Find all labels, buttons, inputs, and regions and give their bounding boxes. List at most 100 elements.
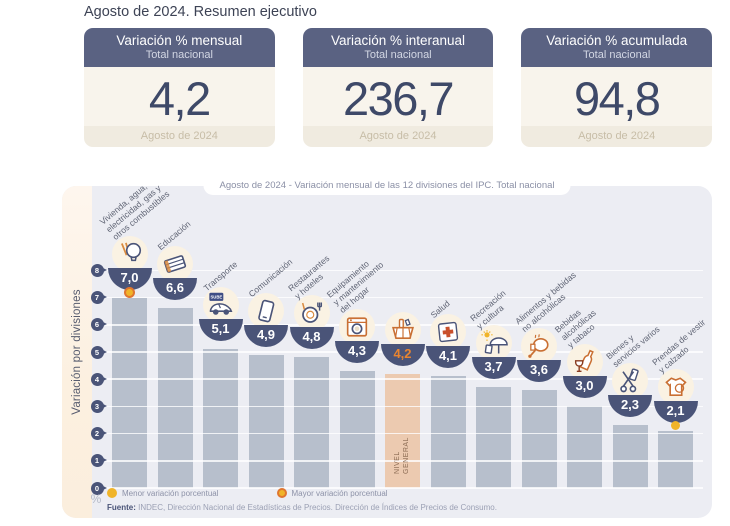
bar: [430, 376, 466, 488]
max-variation-dot-icon: [276, 488, 287, 498]
chart-panel: Variación por divisiones Agosto de 2024 …: [62, 176, 712, 518]
lightbulb-icon: [111, 235, 148, 272]
bar: [112, 297, 147, 488]
value-bowl: 4,3: [335, 341, 379, 364]
gridline: [97, 405, 703, 408]
y-axis-tick: 4: [90, 372, 107, 386]
chart-title: Agosto de 2024 - Variación mensual de la…: [203, 176, 571, 195]
kpi-card-yearly: Variación % interanual Total nacional 23…: [302, 28, 494, 147]
min-variation-dot-icon: [671, 420, 680, 430]
value-badge: 4,9: [242, 292, 290, 347]
unit-label: %: [90, 492, 102, 506]
value-badge: 4,8: [288, 295, 336, 350]
beach-umbrella-icon: [475, 325, 512, 362]
shopping-basket-icon: [384, 311, 421, 348]
value-badge: SUBE 5,1: [197, 287, 245, 342]
value-bowl: 5,1: [198, 319, 243, 342]
division-label: Vivienda, agua, electricidad, gas y otros …: [97, 181, 171, 242]
kpi-card-title: Variación % mensual: [116, 33, 243, 48]
kpi-card-body: 4,2: [84, 67, 275, 126]
y-axis-tick: 3: [90, 399, 107, 413]
kpi-card-monthly: Variación % mensual Total nacional 4,2 A…: [84, 28, 275, 147]
value-bowl: 2,1: [653, 400, 698, 423]
value-bowl: 3,7: [471, 357, 516, 380]
bar: [157, 308, 193, 488]
value-bowl: 2,3: [608, 395, 652, 418]
gridline: [97, 432, 703, 435]
kpi-card-subtitle: Total nacional: [583, 49, 651, 61]
value-bowl: 4,2: [380, 343, 425, 366]
value-badge: 3,6: [515, 328, 563, 383]
kpi-card-period: Agosto de 2024: [302, 126, 494, 147]
value-bowl: 7,0: [107, 267, 152, 290]
kpi-card-value: 94,8: [573, 72, 661, 125]
kpi-card-subtitle: Total nacional: [145, 49, 213, 61]
kpi-card-body: 236,7: [302, 67, 494, 126]
source-note: Fuente: INDEC, Dirección Nacional de Est…: [107, 503, 497, 512]
value-badge: 2,1: [652, 368, 700, 423]
value-badge: 3,0: [561, 344, 609, 399]
y-axis-title-strip: Variación por divisiones: [62, 186, 92, 518]
y-axis-tick: 8: [90, 263, 107, 277]
value-badge: 4,3: [333, 309, 381, 364]
gridline: [97, 378, 703, 380]
bar: [567, 406, 602, 488]
source-note-text: INDEC, Dirección Nacional de Estadística…: [135, 503, 497, 512]
y-axis-tick: 7: [90, 291, 107, 305]
poultry-icon: [521, 328, 557, 365]
bar: [339, 371, 375, 488]
value-badge: 6,6: [151, 246, 199, 301]
value-badge: 4,1: [424, 314, 472, 369]
y-axis-tick: 1: [90, 454, 107, 468]
y-axis-tick: 6: [90, 318, 107, 332]
kpi-cards-row: Variación % mensual Total nacional 4,2 A…: [84, 28, 713, 147]
value-badge: 2,3: [606, 363, 654, 418]
kpi-card-accumulated: Variación % acumulada Total nacional 94,…: [521, 28, 713, 147]
value-bowl: 4,9: [244, 324, 288, 347]
kpi-card-title: Variación % interanual: [330, 33, 466, 48]
legend-label: Menor variación porcentual: [122, 488, 219, 498]
chart-legend: Menor variación porcentual Mayor variaci…: [107, 488, 388, 498]
scissors-icon: [612, 363, 648, 400]
bar: [294, 357, 329, 488]
washing-machine-icon: [339, 309, 375, 346]
value-bowl: 3,0: [562, 376, 607, 399]
division-label: Prendas de vestir y calzado: [649, 317, 707, 375]
bottles-icon: [566, 344, 603, 381]
kpi-card-subtitle: Total nacional: [364, 49, 432, 61]
smartphone-icon: [248, 292, 284, 329]
page-title: Agosto de 2024. Resumen ejecutivo: [84, 4, 317, 20]
bar: [476, 387, 511, 488]
bar: [658, 430, 693, 488]
gridline: [97, 460, 703, 462]
bar: [248, 354, 284, 488]
legend-item-min: Menor variación porcentual: [107, 488, 219, 498]
books-icon: [157, 246, 193, 283]
source-note-bold: Fuente:: [107, 503, 136, 512]
kpi-card-header: Variación % interanual Total nacional: [302, 28, 494, 67]
y-axis-tick: 2: [90, 427, 107, 441]
kpi-card-header: Variación % acumulada Total nacional: [521, 28, 713, 67]
kpi-card-title: Variación % acumulada: [546, 33, 688, 48]
bar-nivel-general: [385, 373, 420, 488]
plot-area: 0 1 2 3 4 5 6 7 8 7,0 Vivienda, agua, electricidad,…: [62, 181, 712, 518]
bar: [612, 425, 648, 488]
legend-item-max: Mayor variación porcentual: [276, 488, 388, 498]
value-bowl: 6,6: [153, 278, 197, 301]
tshirt-icon: [657, 368, 694, 405]
value-bowl: 3,6: [517, 360, 561, 383]
value-bowl: 4,8: [289, 327, 334, 350]
y-axis-tick: 0: [90, 481, 107, 495]
value-badge: 4,2: [379, 311, 427, 366]
gridline: [97, 296, 703, 299]
car-icon: SUBE: [202, 287, 239, 324]
value-bowl: 4,1: [426, 346, 470, 369]
gridline: [97, 269, 703, 272]
y-axis-tick: 5: [90, 345, 107, 359]
legend-label: Mayor variación porcentual: [291, 488, 388, 498]
min-variation-dot-icon: [107, 488, 117, 498]
nivel-general-label: NIVEL GENERAL: [393, 437, 410, 474]
kpi-card-period: Agosto de 2024: [84, 126, 275, 147]
gridline: [97, 487, 703, 489]
svg-text:SUBE: SUBE: [210, 295, 222, 300]
